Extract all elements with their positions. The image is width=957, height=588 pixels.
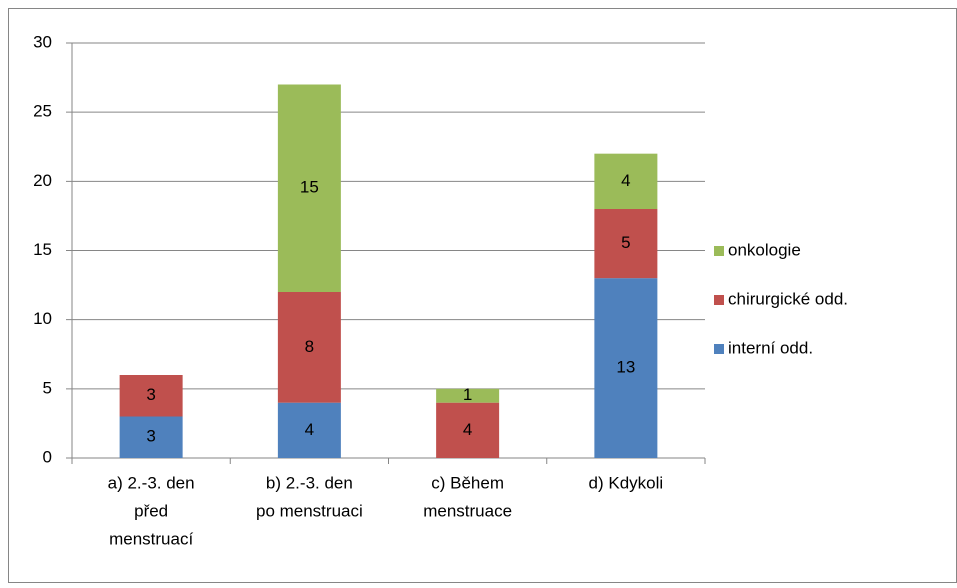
bar-segment xyxy=(119,375,183,417)
y-tick-label: 10 xyxy=(33,309,52,328)
bar-segment xyxy=(594,278,658,458)
x-tick-label: po menstruaci xyxy=(256,501,363,520)
legend-swatch xyxy=(714,344,724,354)
chart-frame xyxy=(8,8,957,583)
legend-swatch xyxy=(714,295,724,305)
x-tick-label: menstruací xyxy=(109,529,193,548)
data-label: 4 xyxy=(305,420,314,439)
y-tick-label: 25 xyxy=(33,102,52,121)
data-label: 13 xyxy=(616,358,635,377)
y-tick-label: 30 xyxy=(33,32,52,51)
x-tick-label: před xyxy=(134,501,168,520)
data-label: 4 xyxy=(621,171,630,190)
bar-segment xyxy=(594,153,658,209)
y-tick-label: 15 xyxy=(33,240,52,259)
y-tick-label: 5 xyxy=(43,378,52,397)
data-label: 1 xyxy=(463,385,472,404)
legend-label: interní odd. xyxy=(728,338,813,357)
bar-segment xyxy=(436,388,500,403)
bar-segment xyxy=(119,416,183,458)
data-label: 4 xyxy=(463,420,472,439)
y-tick-label: 20 xyxy=(33,171,52,190)
y-tick-label: 0 xyxy=(43,447,52,466)
bar-segment xyxy=(277,402,341,458)
bar-segment xyxy=(277,84,341,292)
data-label: 15 xyxy=(300,178,319,197)
data-label: 5 xyxy=(621,233,630,252)
x-tick-label: c) Během xyxy=(431,473,504,492)
bar-segment xyxy=(277,292,341,403)
legend-swatch xyxy=(714,246,724,256)
x-tick-label: d) Kdykoli xyxy=(589,473,664,492)
legend-label: onkologie xyxy=(728,240,801,259)
legend-label: chirurgické odd. xyxy=(728,289,848,308)
x-tick-label: b) 2.-3. den xyxy=(266,473,353,492)
x-tick-label: a) 2.-3. den xyxy=(108,473,195,492)
data-label: 3 xyxy=(146,385,155,404)
data-label: 8 xyxy=(305,337,314,356)
data-label: 3 xyxy=(146,427,155,446)
x-tick-label: menstruace xyxy=(423,501,512,520)
bar-segment xyxy=(594,209,658,279)
bar-segment xyxy=(436,402,500,458)
